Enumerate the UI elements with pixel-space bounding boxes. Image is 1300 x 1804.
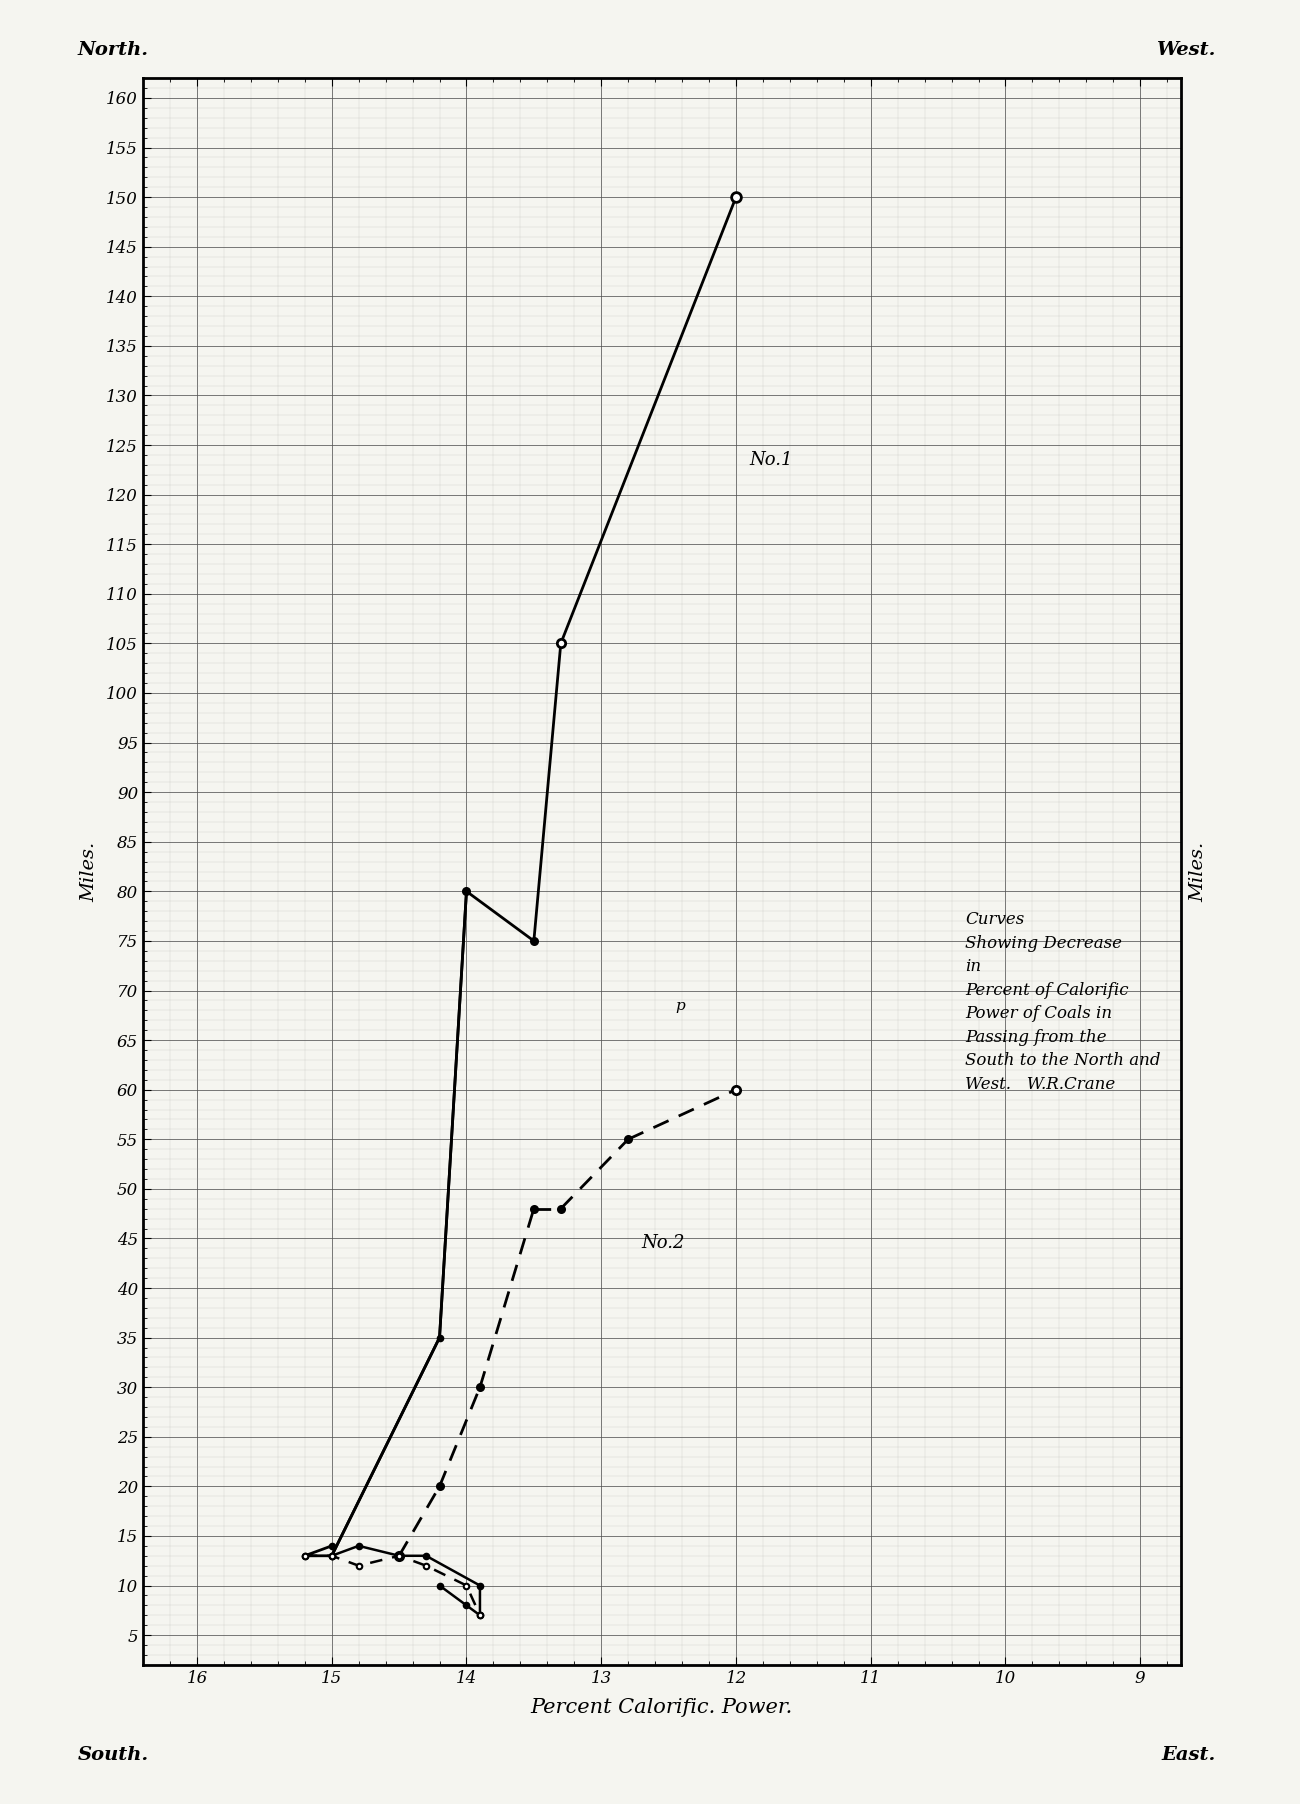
Text: West.: West. — [1156, 41, 1216, 60]
Text: South.: South. — [78, 1746, 150, 1764]
X-axis label: Percent Calorific. Power.: Percent Calorific. Power. — [530, 1698, 793, 1717]
Y-axis label: Miles.: Miles. — [1190, 841, 1206, 902]
Text: Curves
Showing Decrease
in
Percent of Calorific
Power of Coals in
Passing from t: Curves Showing Decrease in Percent of Ca… — [965, 911, 1161, 1093]
Text: No.2: No.2 — [642, 1234, 685, 1252]
Text: North.: North. — [78, 41, 150, 60]
Y-axis label: Miles.: Miles. — [81, 841, 98, 902]
Text: No.1: No.1 — [750, 451, 793, 469]
Text: East.: East. — [1161, 1746, 1216, 1764]
Text: p: p — [675, 999, 685, 1014]
